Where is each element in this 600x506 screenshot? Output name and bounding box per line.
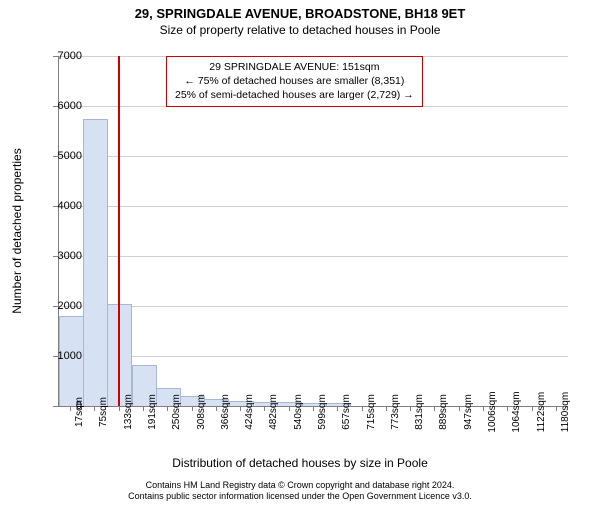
info-line1: 29 SPRINGDALE AVENUE: 151sqm [175, 60, 414, 74]
x-tick [459, 406, 460, 411]
x-tick [94, 406, 95, 411]
x-tick [507, 406, 508, 411]
x-tick [240, 406, 241, 411]
x-tick [119, 406, 120, 411]
x-tick-label: 1122sqm [536, 392, 547, 432]
x-tick [410, 406, 411, 411]
y-tick-label: 1000 [58, 350, 82, 362]
info-line3: 25% of semi-detached houses are larger (… [175, 88, 414, 102]
chart-subtitle: Size of property relative to detached ho… [0, 23, 600, 37]
x-tick [167, 406, 168, 411]
x-tick-label: 308sqm [196, 394, 207, 430]
x-tick-label: 1006sqm [487, 391, 498, 432]
footer-line1: Contains HM Land Registry data © Crown c… [0, 480, 600, 491]
x-tick [556, 406, 557, 411]
x-tick [289, 406, 290, 411]
x-axis-title: Distribution of detached houses by size … [0, 456, 600, 470]
y-tick-label: 4000 [58, 200, 82, 212]
marker-line [118, 56, 120, 406]
info-line2: ← 75% of detached houses are smaller (8,… [175, 74, 414, 88]
chart-area: 29 SPRINGDALE AVENUE: 151sqm ← 75% of de… [58, 56, 568, 406]
y-tick-label: 6000 [58, 100, 82, 112]
grid-line [58, 306, 568, 307]
y-tick-label: 5000 [58, 150, 82, 162]
x-tick [70, 406, 71, 411]
x-tick [216, 406, 217, 411]
x-tick-label: 250sqm [171, 394, 182, 430]
x-tick [386, 406, 387, 411]
x-tick-label: 889sqm [438, 394, 449, 430]
x-tick [192, 406, 193, 411]
x-tick [337, 406, 338, 411]
x-tick [313, 406, 314, 411]
x-tick [483, 406, 484, 411]
x-tick-label: 599sqm [317, 394, 328, 430]
x-tick-label: 17sqm [74, 397, 85, 427]
x-tick [532, 406, 533, 411]
grid-line [58, 256, 568, 257]
grid-line [58, 356, 568, 357]
x-tick-label: 424sqm [244, 394, 255, 430]
x-tick-label: 75sqm [98, 397, 109, 427]
y-tick-label: 2000 [58, 300, 82, 312]
footer: Contains HM Land Registry data © Crown c… [0, 480, 600, 502]
x-tick-label: 715sqm [366, 394, 377, 430]
grid-line [58, 206, 568, 207]
x-tick [362, 406, 363, 411]
x-tick-label: 947sqm [463, 394, 474, 430]
plot-region [58, 56, 568, 406]
chart-title: 29, SPRINGDALE AVENUE, BROADSTONE, BH18 … [0, 6, 600, 21]
x-tick [434, 406, 435, 411]
x-tick [264, 406, 265, 411]
histogram-bar [83, 119, 108, 406]
y-tick-label: 7000 [58, 50, 82, 62]
x-tick-label: 831sqm [414, 394, 425, 430]
x-tick-label: 1064sqm [511, 391, 522, 432]
x-tick-label: 191sqm [147, 394, 158, 430]
x-tick-label: 366sqm [220, 394, 231, 430]
x-tick-label: 482sqm [268, 394, 279, 430]
x-tick-label: 773sqm [390, 394, 401, 430]
y-axis-title: Number of detached properties [10, 148, 24, 313]
x-tick-label: 540sqm [293, 394, 304, 430]
x-tick-label: 133sqm [123, 394, 134, 430]
marker-info-box: 29 SPRINGDALE AVENUE: 151sqm ← 75% of de… [166, 56, 423, 107]
x-tick-label: 1180sqm [560, 392, 571, 432]
grid-line [58, 156, 568, 157]
x-tick-label: 657sqm [341, 394, 352, 430]
footer-line2: Contains public sector information licen… [0, 491, 600, 502]
x-tick [143, 406, 144, 411]
y-tick-label: 3000 [58, 250, 82, 262]
